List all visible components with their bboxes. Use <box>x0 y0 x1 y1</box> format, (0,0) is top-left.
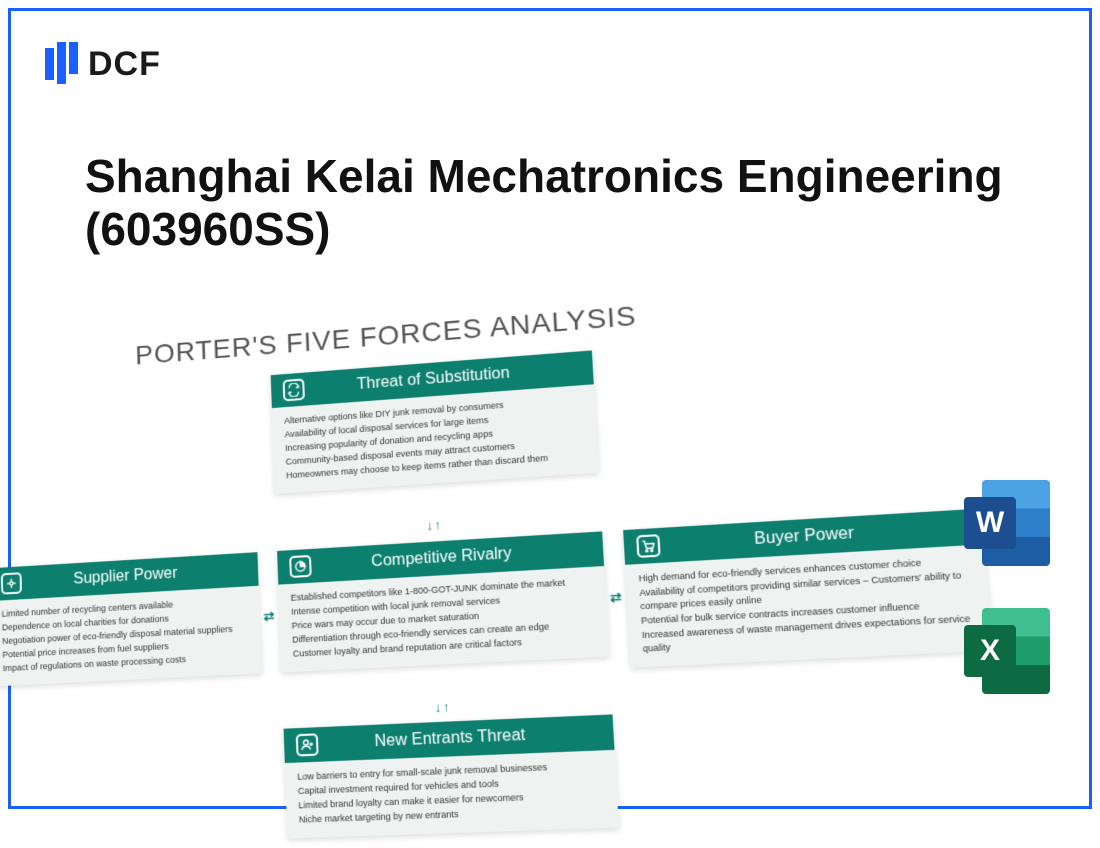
logo: DCF <box>45 40 161 88</box>
excel-icon[interactable]: X <box>964 608 1050 694</box>
force-card-supplier: Supplier Power Limited number of recycli… <box>0 552 262 687</box>
force-card-buyer: Buyer Power High demand for eco-friendly… <box>623 509 993 669</box>
connector-arrows-icon: ⇄ <box>263 609 273 625</box>
word-letter: W <box>964 497 1016 549</box>
substitution-icon <box>283 378 305 401</box>
card-title: Supplier Power <box>33 561 247 591</box>
app-icons-group: W X <box>964 480 1050 694</box>
word-icon[interactable]: W <box>964 480 1050 566</box>
card-title: New Entrants Threat <box>330 723 601 753</box>
card-body: High demand for eco-friendly services en… <box>625 544 993 668</box>
connector-arrows-icon: ↓ ↑ <box>434 699 449 715</box>
card-body: Established competitors like 1-800-GOT-J… <box>278 566 609 673</box>
supplier-icon <box>1 572 22 594</box>
force-card-rivalry: Competitive Rivalry Established competit… <box>277 531 609 672</box>
logo-bars-icon <box>45 40 78 88</box>
force-card-substitution: Threat of Substitution Alternative optio… <box>271 350 599 494</box>
excel-letter: X <box>964 625 1016 677</box>
card-body: Low barriers to entry for small-scale ju… <box>285 750 619 839</box>
card-body: Limited number of recycling centers avai… <box>0 586 262 687</box>
rivalry-icon <box>289 555 312 578</box>
entrants-icon <box>296 733 319 756</box>
porter-five-forces-diagram: PORTER'S FIVE FORCES ANALYSIS Threat of … <box>0 265 926 841</box>
connector-arrows-icon: ⇄ <box>610 590 621 607</box>
force-card-entrants: New Entrants Threat Low barriers to entr… <box>284 714 619 838</box>
buyer-icon <box>636 534 661 558</box>
connector-arrows-icon: ↓ ↑ <box>426 517 441 533</box>
page-title: Shanghai Kelai Mechatronics Engineering … <box>85 150 1100 256</box>
logo-text: DCF <box>88 45 161 84</box>
